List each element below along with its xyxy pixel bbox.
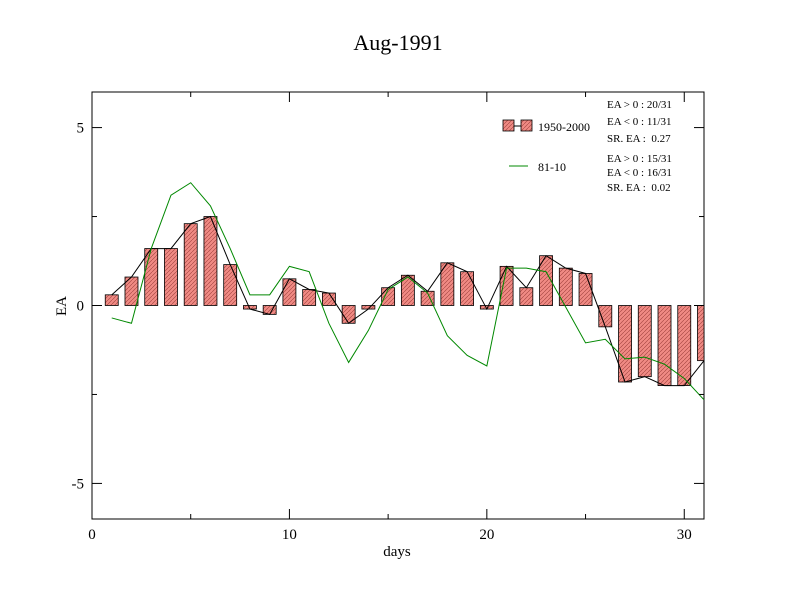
y-tick-label--5: -5 [72,476,85,492]
annotation-1950-ea-negative: EA < 0 : 11/31 [607,116,671,128]
bar-1950-2000-day-5 [183,223,198,306]
y-tick-label-0: 0 [77,299,85,315]
x-tick-label-10: 10 [282,527,297,543]
bar-1950-2000-day-26 [598,305,613,328]
legend-1950-2000-swatch-right [520,119,533,132]
series-line-81-10 [111,182,705,401]
x-tick-label-30: 30 [677,527,692,543]
x-tick-label-20: 20 [479,527,494,543]
bar-1950-2000-day-7 [223,264,238,306]
bar-1950-2000-day-10 [282,278,297,306]
annotation-8110-sr-ea: SR. EA : 0.02 [607,182,671,194]
bar-1950-2000-day-1 [104,294,119,306]
annotation-1950-ea-positive: EA > 0 : 20/31 [607,99,672,111]
ticks-layer: 0 10 20 30 -5 0 5 [72,92,704,543]
bars-layer [104,216,705,386]
bar-1950-2000-day-25 [578,273,593,306]
annotation-8110-ea-positive: EA > 0 : 15/31 [607,153,672,165]
bar-1950-2000-day-6 [203,216,218,306]
legend-1950-2000-label: 1950-2000 [538,120,590,134]
stats-annotations: EA > 0 : 20/31 EA < 0 : 11/31 SR. EA : 0… [607,99,672,194]
y-tick-label-5: 5 [77,121,85,137]
annotation-8110-ea-negative: EA < 0 : 16/31 [607,167,672,179]
bar-1950-2000-day-4 [164,248,178,306]
annotation-1950-sr-ea: SR. EA : 0.27 [607,133,671,145]
bar-1950-2000-day-19 [460,271,474,306]
bar-1950-2000-day-3 [144,248,159,306]
bar-1950-2000-day-30 [677,305,692,386]
bar-1950-2000-day-11 [302,289,317,306]
bar-1950-2000-day-22 [519,287,534,306]
x-tick-label-0: 0 [88,527,96,543]
legend-81-10-label: 81-10 [538,160,566,174]
bar-1950-2000-day-29 [657,305,672,386]
lines-layer [111,182,705,401]
x-axis-label: days [383,544,411,560]
bar-1950-2000-day-21 [499,265,514,306]
legend: 1950-2000 81-10 [502,119,590,174]
bar-1950-2000-day-28 [637,305,652,378]
legend-1950-2000-swatch-left [502,119,515,132]
bar-1950-2000-day-31 [697,305,705,362]
series-line-1950-2000 [111,215,705,387]
y-axis-label: EA [54,296,70,316]
chart-title: Aug-1991 [353,30,442,55]
